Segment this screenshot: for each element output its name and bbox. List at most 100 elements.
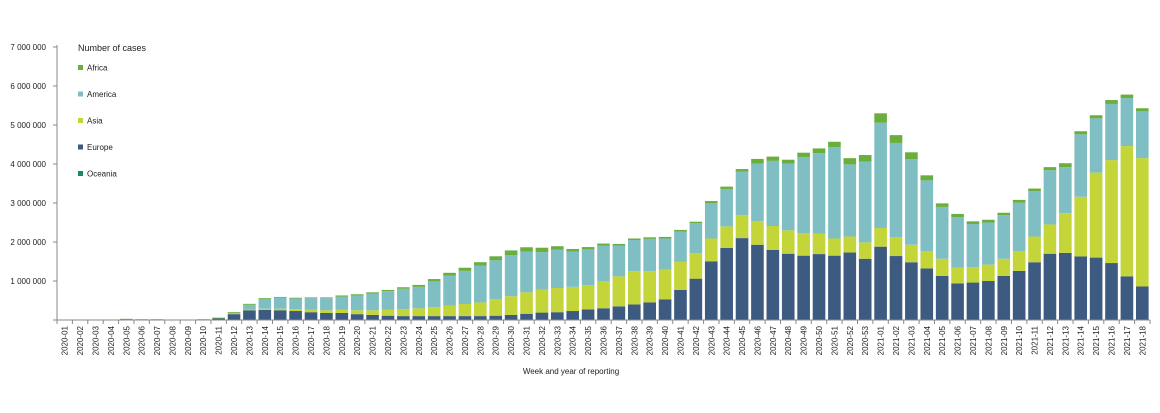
bar-africa-2021-15	[1089, 115, 1103, 119]
x-tick-label-2020-25: 2020-25	[430, 325, 439, 355]
bar-america-2020-27	[458, 270, 472, 305]
bar-asia-2020-44	[720, 226, 733, 248]
x-tick-label-2021-11: 2021-11	[1031, 325, 1040, 354]
bar-asia-2021-03	[905, 244, 918, 263]
bar-america-2021-02	[889, 142, 903, 238]
bar-asia-2020-34	[566, 286, 580, 312]
bar-america-2020-51	[828, 147, 841, 239]
x-tick-label-2020-36: 2020-36	[600, 325, 609, 355]
bar-africa-2021-12	[1043, 167, 1057, 171]
bar-asia-2020-43	[704, 238, 718, 262]
bar-europe-2020-24	[412, 316, 426, 320]
bar-america-2020-33	[551, 249, 564, 289]
bar-europe-2020-23	[397, 316, 410, 320]
bar-africa-2020-53	[858, 155, 872, 162]
x-tick-label-2020-27: 2020-27	[461, 325, 470, 355]
bar-europe-2021-15	[1089, 257, 1103, 320]
bar-europe-2020-43	[704, 261, 718, 320]
bar-asia-2020-37	[612, 276, 626, 307]
bar-america-2021-18	[1135, 111, 1149, 159]
bar-asia-2021-02	[889, 237, 903, 257]
legend-swatch-america	[78, 91, 83, 97]
x-tick-label-2021-07: 2021-07	[969, 325, 978, 355]
bar-america-2021-11	[1028, 191, 1041, 237]
x-tick-label-2020-48: 2020-48	[784, 325, 793, 355]
legend-swatch-oceania	[78, 171, 83, 176]
bar-america-2020-26	[443, 275, 456, 306]
bar-europe-2021-08	[982, 281, 995, 320]
bar-europe-2021-17	[1120, 276, 1134, 320]
bar-europe-2020-29	[489, 315, 503, 320]
x-tick-label-2020-26: 2020-26	[446, 325, 455, 355]
bar-america-2020-14	[258, 298, 272, 309]
bar-africa-2020-20	[350, 294, 364, 296]
bar-america-2020-39	[643, 238, 656, 272]
x-tick-label-2021-05: 2021-05	[938, 325, 947, 355]
bar-asia-2020-16	[289, 309, 302, 312]
bar-america-2020-49	[797, 156, 810, 234]
bar-asia-2020-21	[366, 310, 379, 315]
bar-africa-2021-11	[1028, 188, 1041, 192]
bar-africa-2020-13	[243, 304, 256, 305]
x-tick-label-2021-10: 2021-10	[1015, 325, 1024, 355]
y-tick-label: 5 000 000	[10, 121, 46, 130]
bar-africa-2020-21	[366, 292, 379, 294]
bar-america-2021-13	[1059, 167, 1072, 214]
bar-america-2021-14	[1074, 134, 1088, 197]
bar-asia-2020-48	[781, 230, 795, 254]
bar-america-2020-50	[812, 153, 826, 234]
y-ticks-group: 1 000 000 2 000 000 3 000 000 4 000 000 5 00…	[10, 43, 57, 321]
bar-europe-2020-33	[551, 312, 564, 320]
bar-africa-2021-04	[920, 175, 934, 181]
bar-africa-2020-05	[119, 318, 133, 320]
bar-america-2021-08	[982, 222, 995, 265]
bar-africa-2020-27	[458, 267, 472, 271]
bar-america-2020-42	[689, 223, 703, 254]
x-tick-label-2020-43: 2020-43	[707, 325, 716, 355]
bar-america-2020-40	[658, 238, 672, 270]
bar-africa-2021-18	[1135, 108, 1149, 112]
bar-europe-2020-30	[504, 314, 518, 320]
bar-europe-2020-15	[273, 310, 287, 320]
bar-europe-2020-46	[751, 244, 764, 320]
legend-label-oceania: Oceania	[87, 170, 117, 179]
bar-asia-2021-11	[1028, 236, 1041, 263]
bar-europe-2020-42	[689, 278, 703, 320]
bar-america-2020-13	[243, 304, 256, 310]
bar-africa-2020-18	[320, 297, 333, 299]
bar-america-2020-32	[535, 252, 549, 290]
bar-africa-2020-43	[704, 201, 718, 203]
x-tick-label-2020-01: 2020-01	[61, 325, 70, 355]
bar-asia-2020-27	[458, 304, 472, 317]
x-tick-label-2020-52: 2020-52	[846, 325, 855, 355]
x-tick-label-2020-11: 2020-11	[215, 325, 224, 354]
bar-asia-2020-25	[427, 307, 441, 317]
bar-europe-2020-45	[735, 238, 749, 320]
bar-europe-2020-34	[566, 311, 580, 320]
bar-asia-2020-29	[489, 299, 503, 316]
bar-america-2020-52	[843, 164, 857, 237]
bar-europe-2020-38	[627, 304, 641, 320]
x-tick-label-2020-30: 2020-30	[507, 325, 516, 355]
x-tick-label-2020-06: 2020-06	[138, 325, 147, 355]
bar-asia-2021-05	[935, 258, 949, 276]
x-tick-label-2021-18: 2021-18	[1138, 325, 1147, 355]
legend-label-europe: Europe	[87, 143, 113, 152]
bar-america-2020-23	[397, 288, 410, 310]
bar-asia-2021-15	[1089, 172, 1103, 258]
bar-asia-2020-15	[273, 308, 287, 311]
legend-label-asia: Asia	[87, 117, 103, 126]
x-tick-label-2020-15: 2020-15	[276, 325, 285, 355]
bar-america-2020-43	[704, 203, 718, 239]
bar-america-2020-18	[320, 298, 333, 311]
x-tick-label-2020-08: 2020-08	[168, 325, 177, 355]
x-axis-title: Week and year of reporting	[523, 367, 619, 376]
bar-africa-2021-14	[1074, 131, 1088, 135]
bar-africa-2020-12	[227, 312, 241, 313]
bar-africa-2021-02	[889, 135, 903, 143]
x-tick-label-2020-51: 2020-51	[830, 325, 839, 355]
x-tick-label-2021-06: 2021-06	[954, 325, 963, 355]
x-tick-label-2020-41: 2020-41	[676, 325, 685, 355]
bar-africa-2020-26	[443, 272, 456, 276]
x-tick-label-2021-02: 2021-02	[892, 325, 901, 355]
